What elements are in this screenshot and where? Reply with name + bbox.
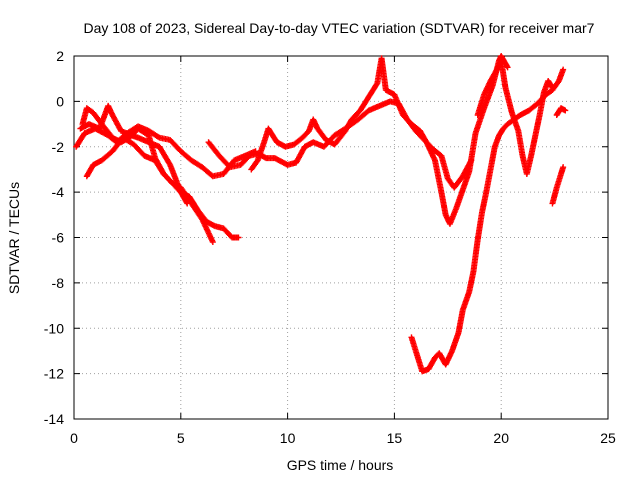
x-axis-title: GPS time / hours xyxy=(287,457,394,473)
series-arc-10 xyxy=(553,105,569,118)
y-tick-label: -14 xyxy=(44,411,64,427)
x-tick-label: 20 xyxy=(493,430,509,446)
data-point xyxy=(504,64,511,71)
data-points xyxy=(73,53,569,375)
x-tick-label: 0 xyxy=(70,430,78,446)
y-tick-label: -12 xyxy=(44,366,64,382)
x-tick-label: 25 xyxy=(600,430,616,446)
x-tick-label: 10 xyxy=(280,430,296,446)
series-arc-8 xyxy=(474,57,556,177)
data-point xyxy=(209,239,216,246)
data-point xyxy=(560,164,567,171)
y-tick-label: -2 xyxy=(52,139,65,155)
x-tick-label: 5 xyxy=(177,430,185,446)
data-point xyxy=(373,81,380,88)
data-point xyxy=(560,66,567,73)
data-point xyxy=(549,84,556,91)
data-point xyxy=(235,234,242,241)
y-tick-label: -10 xyxy=(44,320,64,336)
x-tick-label: 15 xyxy=(387,430,403,446)
y-axis: -14 -12 -10 -8 -6 -4 -2 0 2 xyxy=(44,48,608,427)
y-tick-label: -8 xyxy=(52,275,65,291)
y-tick-label: 2 xyxy=(56,48,64,64)
series-arc-1 xyxy=(73,123,259,180)
data-point xyxy=(562,107,569,114)
y-tick-label: -4 xyxy=(52,184,65,200)
data-point xyxy=(548,83,555,90)
x-axis: 0 5 10 15 20 25 xyxy=(70,56,616,446)
y-tick-label: -6 xyxy=(52,230,65,246)
series-arc-6 xyxy=(248,53,511,227)
y-axis-title: SDTVAR / TECUs xyxy=(6,182,22,294)
series-arc-4 xyxy=(83,134,242,241)
y-tick-label: 0 xyxy=(56,93,64,109)
chart-title: Day 108 of 2023, Sidereal Day-to-day VTE… xyxy=(84,20,595,36)
series-arc-9 xyxy=(549,164,567,207)
series-arc-5 xyxy=(205,98,475,191)
